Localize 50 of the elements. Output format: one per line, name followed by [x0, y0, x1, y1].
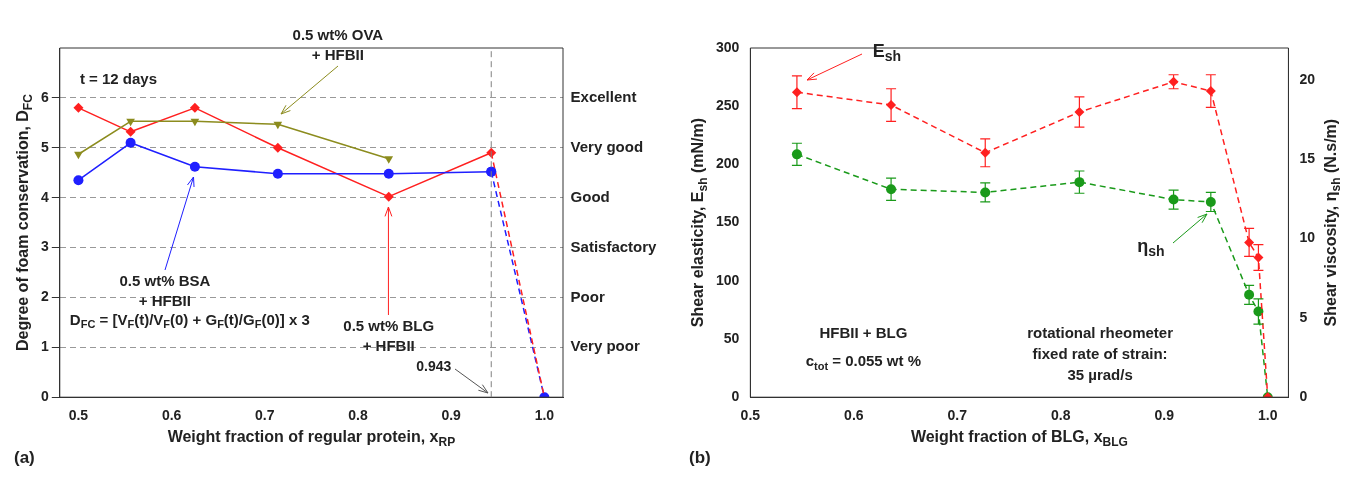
y-tick-label: 1: [40, 338, 49, 355]
y-tick-label: 150: [716, 213, 740, 230]
y-tick-label: 250: [716, 97, 740, 114]
y-tick-label: 5: [40, 138, 49, 155]
y2-tick-label: 20: [1299, 70, 1316, 87]
annotation: fixed rate of strain:: [1032, 345, 1168, 363]
y2-tick-label: 15: [1299, 149, 1316, 166]
text: 0.5 wt% BSA + HFBII: [119, 271, 211, 309]
y-tick-label: 100: [716, 271, 740, 288]
x-tick-label: 0.8: [348, 407, 368, 424]
y-tick-label: 300: [716, 38, 740, 55]
annotation: rotational rheometer: [1027, 324, 1174, 342]
y2-axis-title: Shear viscosity, ηsh (N.s/m): [1322, 118, 1344, 327]
y-tick-label: 2: [40, 288, 49, 305]
text: (a): [14, 447, 35, 467]
text: Excellent: [570, 88, 637, 106]
y-axis-title: Shear elasticity, Esh (mN/m): [689, 117, 711, 328]
text: Satisfactory: [570, 237, 658, 255]
text: 0.5 wt% OVA + HFBII: [292, 26, 384, 64]
annotation: 35 µrad/s: [1067, 366, 1133, 384]
text: Good: [570, 187, 610, 205]
annotation: t = 12 days: [79, 69, 158, 87]
y-tick-label: 200: [716, 155, 740, 172]
x-tick-label: 0.6: [844, 407, 864, 424]
x-tick-label: 0.9: [1154, 407, 1175, 424]
x-tick-label: 1.0: [534, 407, 555, 424]
y2-tick-label: 5: [1299, 308, 1308, 325]
ref-line-label: 0.943: [416, 358, 452, 375]
y-tick-label: 0: [40, 388, 49, 405]
x-tick-label: 0.6: [161, 407, 182, 424]
text: Poor: [570, 287, 605, 305]
y2-tick-label: 10: [1299, 229, 1316, 246]
y-tick-label: 50: [723, 329, 740, 346]
annotation: HFBII + BLG: [819, 324, 908, 342]
text: Very poor: [570, 337, 640, 355]
x-tick-label: 0.8: [1051, 407, 1071, 424]
y-tick-label: 3: [40, 238, 49, 255]
y2-tick-label: 0: [1299, 388, 1308, 405]
text: Very good: [570, 137, 644, 155]
x-tick-label: 0.9: [441, 407, 462, 424]
x-tick-label: 0.5: [740, 407, 761, 424]
text: 0.5 wt% BLG + HFBII: [343, 316, 435, 354]
text: (b): [689, 447, 711, 467]
y-tick-label: 6: [40, 88, 49, 105]
x-tick-label: 0.7: [947, 407, 968, 424]
x-tick-label: 0.7: [255, 407, 275, 424]
x-tick-label: 0.5: [68, 407, 89, 424]
x-tick-label: 1.0: [1258, 407, 1278, 424]
y-tick-label: 4: [40, 188, 49, 205]
y-tick-label: 0: [731, 388, 740, 405]
